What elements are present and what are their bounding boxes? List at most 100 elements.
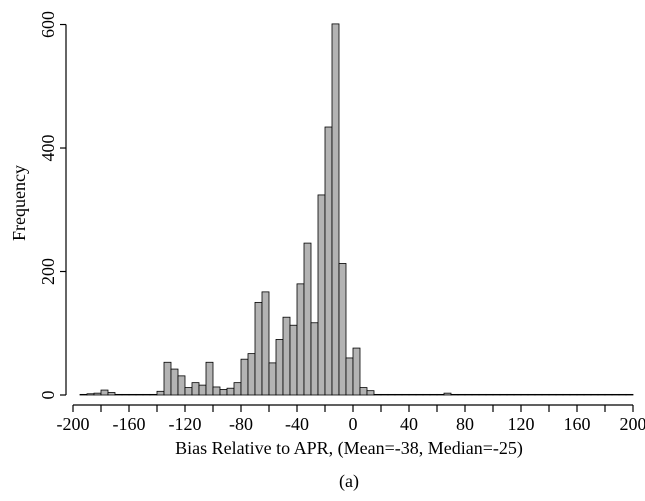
histogram-bar xyxy=(94,393,101,395)
histogram-bar xyxy=(143,394,150,395)
histogram-bar xyxy=(360,388,367,395)
histogram-bar xyxy=(241,359,248,395)
histogram-bar xyxy=(451,394,458,395)
histogram-bar xyxy=(563,394,570,395)
x-tick-label: 200 xyxy=(620,414,645,434)
histogram-bar xyxy=(80,394,87,395)
histogram-bar xyxy=(115,394,122,395)
histogram-bar xyxy=(255,302,262,395)
histogram-bar xyxy=(458,394,465,395)
y-tick-label: 0 xyxy=(38,391,58,400)
histogram-bar xyxy=(108,393,115,395)
x-tick-label: 120 xyxy=(508,414,535,434)
histogram-bar xyxy=(612,394,619,395)
histogram-bar xyxy=(423,394,430,395)
histogram-bar xyxy=(353,348,360,395)
histogram-bar xyxy=(339,263,346,395)
histogram-bar xyxy=(514,394,521,395)
histogram-bar xyxy=(248,354,255,395)
histogram-bar xyxy=(136,394,143,395)
histogram-bar xyxy=(479,394,486,395)
x-tick-label: -200 xyxy=(57,414,90,434)
histogram-bar xyxy=(374,394,381,395)
histogram-bar xyxy=(157,391,164,395)
histogram-bar xyxy=(486,394,493,395)
histogram-bar xyxy=(276,339,283,395)
histogram-bar xyxy=(549,394,556,395)
x-tick-label: -120 xyxy=(169,414,202,434)
histogram-bar xyxy=(381,394,388,395)
x-tick-label: -80 xyxy=(229,414,253,434)
y-axis-title: Frequency xyxy=(9,165,29,241)
histogram-bar xyxy=(577,394,584,395)
histogram-bar xyxy=(605,394,612,395)
histogram-bar xyxy=(584,394,591,395)
histogram-bar xyxy=(402,394,409,395)
histogram-bar xyxy=(500,394,507,395)
histogram-bar xyxy=(619,394,626,395)
histogram-bar xyxy=(507,394,514,395)
histogram-bar xyxy=(325,127,332,395)
histogram-bar xyxy=(598,394,605,395)
histogram-bar xyxy=(192,383,199,395)
histogram-bar xyxy=(626,394,633,395)
figure-caption: (a) xyxy=(339,471,359,492)
histogram-bar xyxy=(129,394,136,395)
histogram-bar xyxy=(535,394,542,395)
histogram-bar xyxy=(199,385,206,395)
histogram-bar xyxy=(395,394,402,395)
histogram-bar xyxy=(150,394,157,395)
histogram-bar xyxy=(311,323,318,395)
histogram-bar xyxy=(346,358,353,395)
histogram-bar xyxy=(521,394,528,395)
x-tick-label: -160 xyxy=(113,414,146,434)
histogram-bar xyxy=(164,362,171,395)
histogram-bar xyxy=(185,388,192,395)
y-tick-label: 400 xyxy=(38,135,58,162)
x-axis-title: Bias Relative to APR, (Mean=-38, Median=… xyxy=(175,438,523,459)
histogram-bar xyxy=(122,394,129,395)
y-tick-label: 200 xyxy=(38,258,58,285)
histogram-bar xyxy=(416,394,423,395)
histogram-bar xyxy=(528,394,535,395)
histogram-bar xyxy=(332,24,339,395)
histogram-bar xyxy=(262,292,269,395)
histogram-bar xyxy=(430,394,437,395)
histogram-bar xyxy=(269,363,276,395)
histogram-bar xyxy=(409,394,416,395)
histogram-bar xyxy=(206,362,213,395)
histogram-bar xyxy=(290,325,297,395)
histogram-bar xyxy=(542,394,549,395)
histogram-bar xyxy=(465,394,472,395)
histogram-bar xyxy=(297,284,304,395)
histogram-bar xyxy=(472,394,479,395)
histogram-bar xyxy=(101,390,108,395)
histogram-bar xyxy=(304,243,311,395)
bars-group xyxy=(80,24,633,395)
histogram-bar xyxy=(388,394,395,395)
histogram-bar xyxy=(570,394,577,395)
histogram-bar xyxy=(234,383,241,395)
x-tick-label: -40 xyxy=(285,414,309,434)
histogram-bar xyxy=(367,391,374,395)
histogram-bar xyxy=(437,394,444,395)
x-tick-label: 40 xyxy=(400,414,418,434)
histogram-bar xyxy=(318,195,325,395)
histogram-bar xyxy=(283,317,290,395)
histogram-bar xyxy=(556,394,563,395)
histogram-bar xyxy=(171,369,178,395)
x-tick-label: 160 xyxy=(564,414,591,434)
histogram-bar xyxy=(213,387,220,395)
histogram-bar xyxy=(227,388,234,395)
histogram-bar xyxy=(220,389,227,395)
histogram-bar xyxy=(178,376,185,395)
histogram-bar xyxy=(87,394,94,395)
x-tick-label: 0 xyxy=(349,414,358,434)
histogram-bar xyxy=(493,394,500,395)
histogram-bar xyxy=(444,393,451,395)
histogram-bar xyxy=(591,394,598,395)
